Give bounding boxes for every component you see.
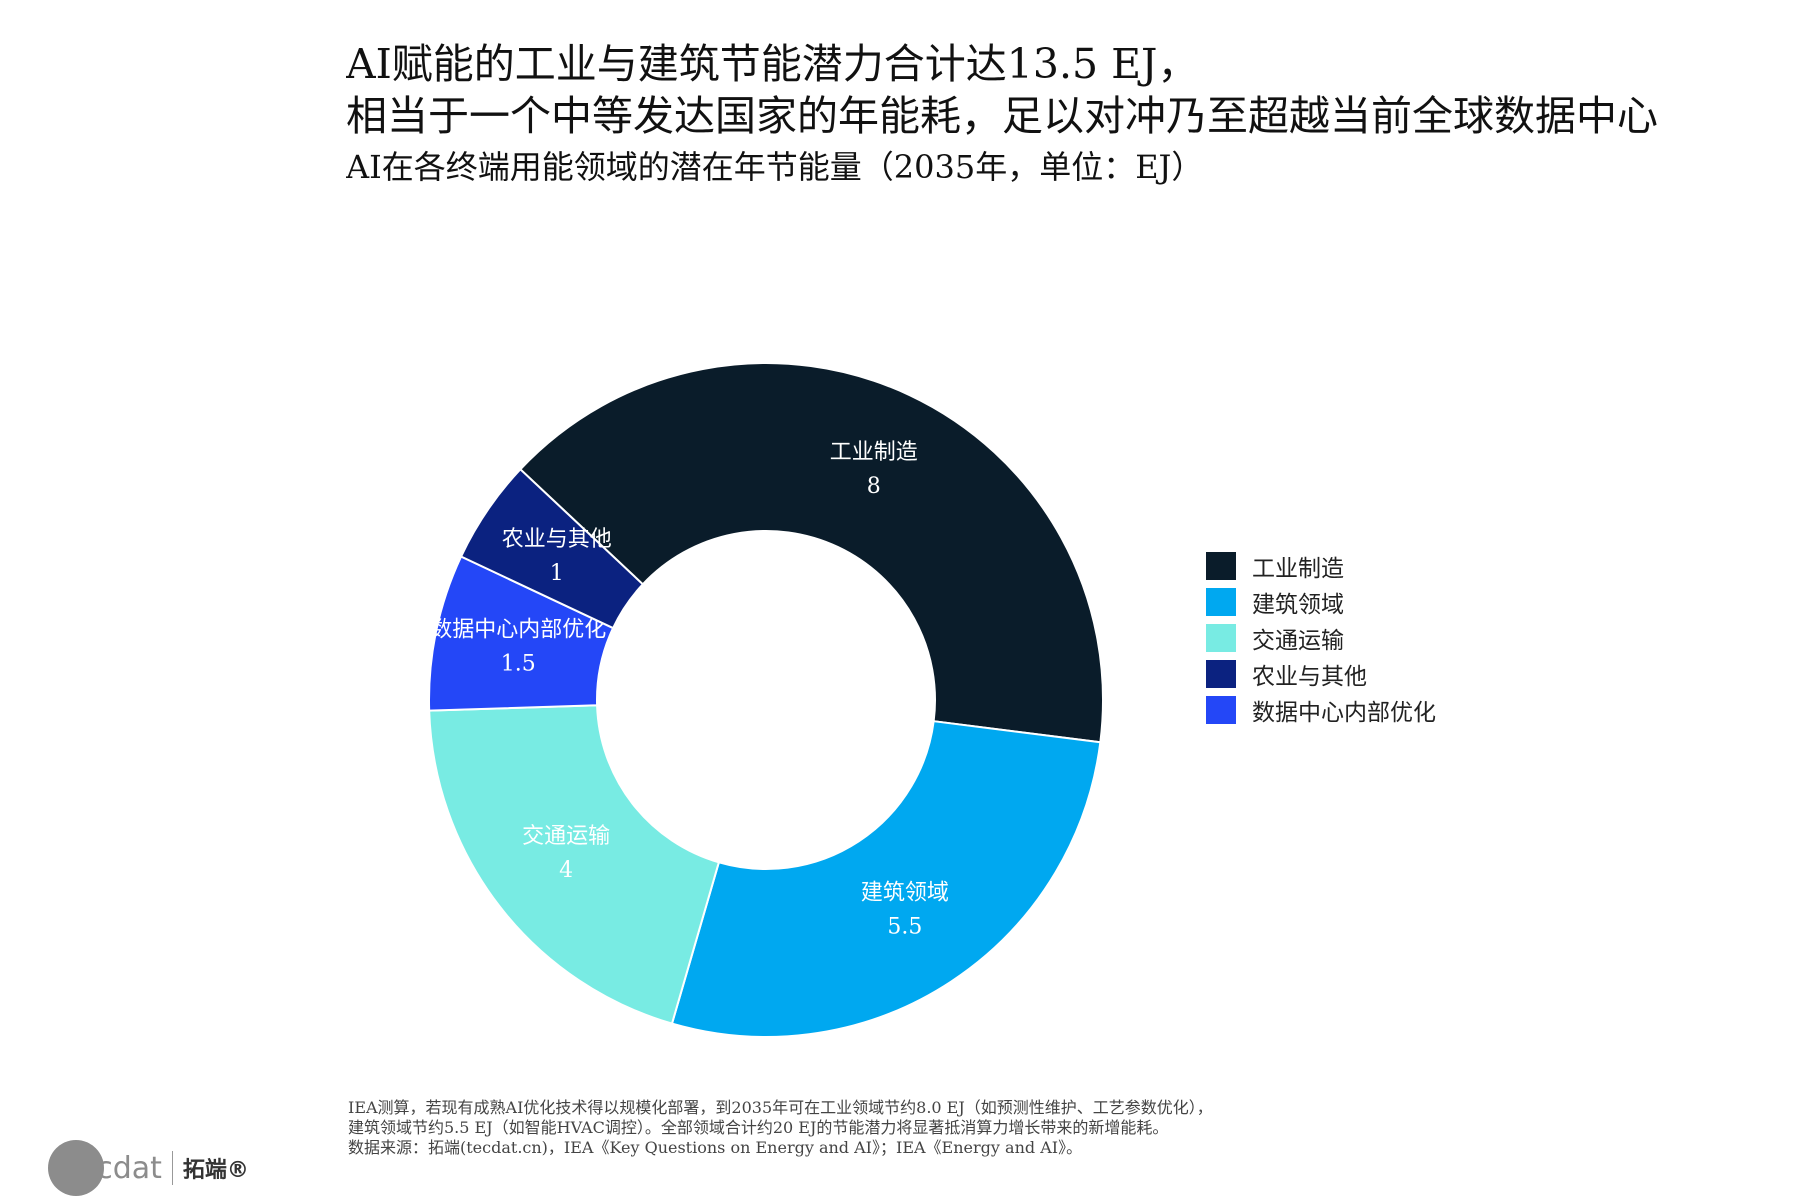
legend-swatch [1206, 588, 1236, 616]
legend-swatch [1206, 660, 1236, 688]
slice-value-label: 5.5 [887, 914, 922, 939]
legend-swatch [1206, 552, 1236, 580]
legend-swatch [1206, 696, 1236, 724]
legend-label: 交通运输 [1252, 628, 1344, 654]
slice-value-label: 1 [550, 561, 564, 586]
slice-value-label: 1.5 [501, 652, 536, 677]
chart-title-line-2: 相当于一个中等发达国家的年能耗，足以对冲乃至超越当前全球数据中心 [346, 92, 1658, 140]
title-block: AI赋能的工业与建筑节能潜力合计达13.5 EJ， 相当于一个中等发达国家的年能… [346, 38, 1800, 188]
footnote-line-2: 建筑领域节约5.5 EJ（如智能HVAC调控）。全部领域合计约20 EJ的节能潜… [348, 1118, 1169, 1137]
chart-title-line-1: AI赋能的工业与建筑节能潜力合计达13.5 EJ， [346, 40, 1199, 88]
donut-slice-5 [459, 467, 645, 630]
legend-label: 工业制造 [1252, 556, 1344, 582]
slice-category-label: 数据中心内部优化 [430, 618, 606, 643]
legend-label: 农业与其他 [1252, 664, 1367, 690]
logo-cn: 拓端® [182, 1158, 249, 1183]
slice-category-label: 交通运输 [522, 824, 610, 849]
donut-slice-1 [518, 362, 1104, 744]
donut-slice-3 [428, 704, 721, 1025]
slice-category-label: 工业制造 [830, 440, 918, 465]
legend-label: 建筑领域 [1252, 592, 1344, 618]
footnote-line-1: IEA测算，若现有成熟AI优化技术得以规模化部署，到2035年可在工业领域节约8… [348, 1098, 1213, 1117]
logo-text: tecdat [66, 1150, 162, 1186]
footnote-line-3: 数据来源：拓端(tecdat.cn)，IEA《Key Questions on … [348, 1138, 1083, 1157]
slice-value-label: 4 [559, 858, 573, 883]
legend-item: 交通运输 [1206, 620, 1436, 656]
chart-subtitle: AI在各终端用能领域的潜在年节能量（2035年，单位：EJ） [346, 148, 1204, 186]
legend-item: 工业制造 [1206, 548, 1436, 584]
tecdat-logo: tecdat 拓端® [48, 1140, 249, 1196]
slice-value-label: 8 [867, 474, 881, 499]
chart-legend: 工业制造建筑领域交通运输农业与其他数据中心内部优化 [1206, 548, 1436, 728]
legend-label: 数据中心内部优化 [1252, 700, 1436, 726]
footnote: IEA测算，若现有成熟AI优化技术得以规模化部署，到2035年可在工业领域节约8… [348, 1098, 1213, 1158]
logo-divider [171, 1151, 173, 1185]
legend-item: 数据中心内部优化 [1206, 692, 1436, 728]
slice-category-label: 建筑领域 [861, 880, 949, 905]
legend-item: 农业与其他 [1206, 656, 1436, 692]
logo-circle-icon [48, 1140, 104, 1196]
slice-category-label: 农业与其他 [502, 527, 612, 552]
donut-slice-2 [670, 720, 1102, 1038]
legend-swatch [1206, 624, 1236, 652]
legend-item: 建筑领域 [1206, 584, 1436, 620]
